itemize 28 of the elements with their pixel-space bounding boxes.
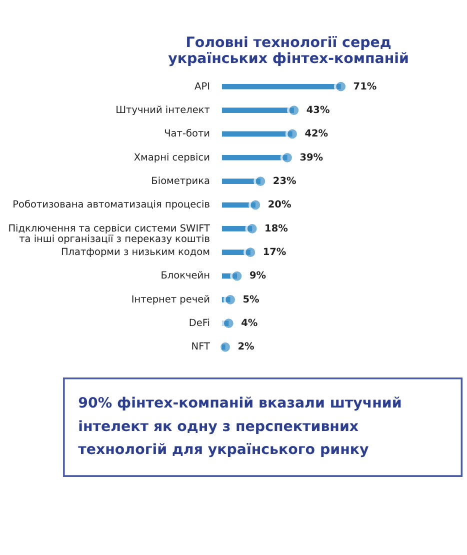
y-tick-label: DeFi: [188, 318, 210, 330]
text: 90% фінтех-компаній вказали штучний інтелект як одну з перспективних технологій для українського ринку: [78, 396, 402, 458]
point: [230, 269, 244, 283]
chart-title: Головні технології серед українських фінтех-компаній: [168, 35, 409, 68]
point: [248, 198, 262, 212]
data-label: 2%: [238, 342, 255, 353]
y-tick-label: API: [194, 81, 210, 92]
y-tick-label: Чат-боти: [164, 128, 210, 140]
data-label: 23%: [272, 176, 296, 187]
y-tick-label: NFT: [191, 342, 210, 353]
data-label: 5%: [242, 294, 260, 306]
data-label: 17%: [262, 247, 286, 258]
data-label: 4%: [241, 318, 258, 330]
data-label: 20%: [268, 200, 292, 211]
y-tick-label: Платформи з низьким кодом: [60, 247, 210, 258]
y-tick-label: Роботизована автоматизація процесів: [12, 200, 210, 211]
data-label: 43%: [306, 104, 330, 116]
data-label: 42%: [304, 128, 328, 140]
data-label: 18%: [264, 223, 288, 234]
y-tick-label: Інтернет речей: [131, 294, 210, 306]
data-label: 71%: [353, 81, 377, 92]
data-label: 9%: [249, 270, 266, 282]
y-tick-label: Біометрика: [151, 176, 210, 187]
y-tick-label: Підключення та сервіси системи SWIFT та інші організації з переказу коштів: [8, 223, 210, 245]
y-tick-label: Блокчейн: [160, 270, 210, 282]
data-label: 39%: [300, 152, 324, 164]
y-tick-label: Штучний інтелект: [116, 104, 210, 116]
y-tick-label: Хмарні сервіси: [134, 152, 210, 164]
